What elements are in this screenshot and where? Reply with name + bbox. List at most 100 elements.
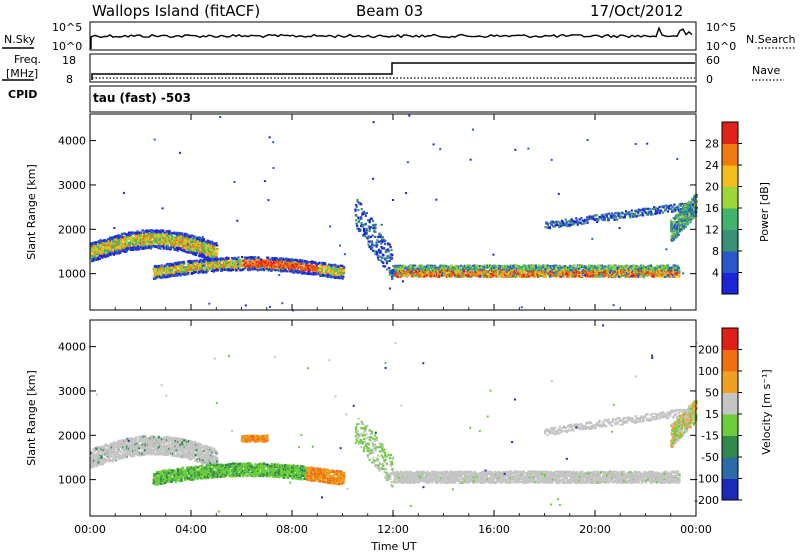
- echo-cell: [562, 266, 565, 269]
- echo-cell: [232, 259, 235, 262]
- echo-cell: [218, 259, 221, 263]
- echo-cell: [165, 263, 168, 266]
- echo-cell: [415, 267, 418, 270]
- echo-cell: [409, 268, 412, 271]
- echo-cell: [586, 269, 589, 272]
- echo-cell: [190, 263, 193, 266]
- echo-cell: [509, 266, 512, 269]
- echo-cell: [187, 269, 190, 272]
- echo-cell: [175, 271, 178, 274]
- echo-cell: [191, 240, 194, 243]
- echo-cell: [320, 269, 323, 272]
- echo-cell: [104, 242, 107, 245]
- echo-cell: [285, 259, 288, 262]
- echo-cell: [553, 264, 556, 267]
- echo-cell: [513, 269, 516, 272]
- echo-cell: [283, 269, 286, 272]
- echo-cell: [113, 248, 116, 251]
- echo-cell: [546, 273, 549, 276]
- echo-cell: [515, 264, 518, 267]
- echo-cell: [401, 264, 405, 267]
- echo-cell: [580, 275, 583, 278]
- echo-cell: [395, 274, 398, 277]
- echo-cell: [112, 253, 115, 256]
- echo-cell: [166, 274, 169, 277]
- echo-cell: [198, 242, 201, 245]
- echo-cell: [478, 264, 481, 268]
- echo-cell: [462, 272, 466, 275]
- echo-cell: [596, 268, 599, 271]
- echo-cell: [455, 270, 458, 273]
- echo-cell: [262, 262, 265, 265]
- echo-cell: [403, 274, 406, 277]
- echo-cell: [145, 241, 148, 244]
- echo-cell: [451, 268, 454, 271]
- echo-cell: [265, 266, 268, 269]
- echo-cell: [228, 261, 231, 264]
- echo-cell: [163, 246, 166, 249]
- echo-cell: [162, 229, 165, 232]
- echo-cell: [200, 251, 203, 254]
- echo-cell: [154, 273, 157, 276]
- echo-cell: [557, 266, 560, 270]
- echo-cell: [171, 244, 174, 247]
- echo-cell: [403, 265, 406, 268]
- cpid-label: CPID: [8, 88, 37, 101]
- echo-cell: [426, 272, 429, 275]
- echo-cell: [210, 254, 213, 257]
- echo-cell: [117, 246, 120, 249]
- echo-cell: [489, 274, 492, 277]
- echo-cell: [540, 271, 543, 274]
- echo-cell: [298, 262, 301, 265]
- echo-cell: [109, 239, 112, 242]
- echo-cell: [521, 266, 524, 269]
- echo-cell: [291, 269, 294, 272]
- echo-cell: [277, 269, 280, 272]
- echo-cell: [293, 265, 296, 268]
- echo-cell: [340, 270, 343, 273]
- echo-cell: [419, 275, 422, 278]
- echo-cell: [281, 262, 284, 265]
- echo-cell: [114, 250, 117, 253]
- echo-cell: [567, 266, 570, 269]
- echo-cell: [279, 260, 282, 263]
- echo-cell: [492, 272, 495, 275]
- echo-cell: [165, 242, 168, 245]
- echo-cell: [99, 248, 102, 251]
- echo-cell: [115, 252, 119, 255]
- echo-cell: [333, 270, 336, 273]
- echo-cell: [261, 268, 265, 271]
- echo-cell: [189, 242, 192, 246]
- echo-cell: [145, 233, 148, 236]
- echo-cell: [226, 258, 229, 261]
- echo-cell: [213, 245, 216, 248]
- echo-cell: [519, 267, 522, 270]
- echo-cell: [116, 243, 119, 247]
- echo-cell: [150, 229, 153, 232]
- echo-cell: [156, 272, 159, 275]
- echo-cell: [612, 272, 615, 275]
- echo-cell: [518, 274, 522, 277]
- echo-cell: [201, 237, 204, 240]
- echo-cell: [212, 270, 215, 273]
- echo-cell: [192, 261, 195, 264]
- echo-cell: [533, 266, 536, 269]
- echo-cell: [434, 265, 437, 268]
- echo-cell: [480, 266, 483, 269]
- echo-cell: [564, 272, 567, 275]
- echo-cell: [223, 262, 227, 265]
- echo-cell: [338, 275, 341, 278]
- echo-cell: [156, 269, 159, 272]
- echo-cell: [137, 232, 140, 235]
- echo-cell: [314, 261, 317, 264]
- echo-cell: [183, 240, 186, 243]
- echo-cell: [288, 262, 291, 265]
- echo-cell: [257, 256, 260, 259]
- echo-cell: [109, 253, 112, 256]
- echo-cell: [141, 239, 144, 242]
- echo-cell: [443, 266, 446, 269]
- echo-cell: [311, 265, 314, 268]
- echo-cell: [281, 260, 284, 263]
- echo-cell: [184, 235, 188, 238]
- echo-cell: [163, 268, 166, 271]
